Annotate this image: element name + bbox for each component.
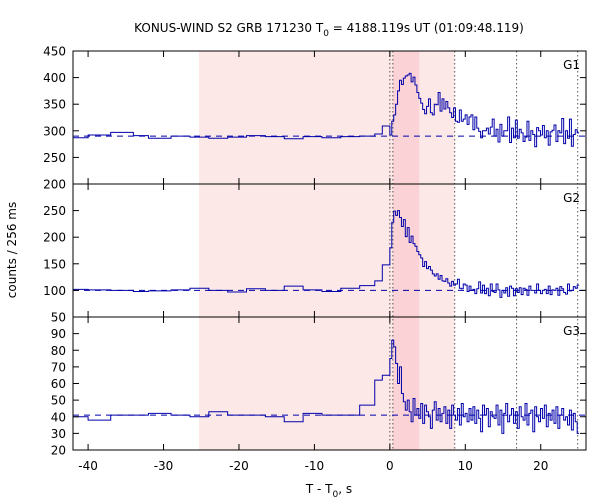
y-tick-label: 90: [51, 327, 66, 341]
chart-title-main: KONUS-WIND S2 GRB 171230 T: [134, 21, 324, 35]
count-rate-series: [73, 210, 580, 298]
y-tick-label: 50: [51, 394, 66, 408]
x-axis-label: T - T0, s: [305, 482, 352, 500]
count-rate-series: [73, 72, 580, 148]
panel-label-g3: G3: [563, 324, 580, 338]
panel-g3: 20 30 40 50 60 70 80 90 G3: [51, 316, 587, 458]
count-rate-series: [73, 339, 580, 434]
y-tick-label: 50: [51, 311, 66, 325]
panel-label-g1: G1: [563, 58, 580, 72]
y-tick-label: 100: [43, 284, 66, 298]
x-tick-label: -40: [78, 459, 98, 473]
x-tick-label: 0: [386, 459, 394, 473]
y-tick-label: 450: [43, 45, 66, 59]
y-tick-label: 250: [43, 204, 66, 218]
panel-g2: 50 100 150 200 250 G2: [43, 183, 587, 325]
y-tick-label: 80: [51, 344, 66, 358]
y-tick-label: 30: [51, 427, 66, 441]
y-tick-label: 20: [51, 444, 66, 458]
y-tick-label: 400: [43, 71, 66, 85]
y-tick-label: 350: [43, 98, 66, 112]
chart-title-subscript: 0: [323, 29, 329, 39]
y-tick-label: 300: [43, 124, 66, 138]
panel-label-g2: G2: [563, 191, 580, 205]
x-axis-label-rest: , s: [338, 482, 352, 496]
y-tick-label: 200: [43, 178, 66, 192]
panel-g1: 200 250 300 350 400 450 G1: [43, 45, 587, 192]
x-tick-label: -30: [154, 459, 174, 473]
chart-title-rest: = 4188.119s UT (01:09:48.119): [329, 21, 524, 35]
x-axis-label-subscript: 0: [333, 490, 339, 500]
x-tick-label: -10: [305, 459, 325, 473]
y-tick-label: 150: [43, 257, 66, 271]
plot-area: 200250300350400450G150100150200250G22030…: [43, 45, 587, 473]
y-tick-label: 60: [51, 377, 66, 391]
x-axis-label-main: T - T: [305, 482, 333, 496]
chart-title: KONUS-WIND S2 GRB 171230 T0 = 4188.119s …: [134, 21, 524, 39]
x-tick-label: 10: [458, 459, 473, 473]
x-tick-label: 20: [533, 459, 548, 473]
y-tick-label: 200: [43, 231, 66, 245]
y-tick-label: 70: [51, 360, 66, 374]
y-tick-label: 250: [43, 151, 66, 165]
y-tick-label: 40: [51, 410, 66, 424]
x-tick-label: -20: [229, 459, 249, 473]
y-axis-label: counts / 256 ms: [5, 202, 19, 298]
peak-interval-shade: [392, 51, 420, 450]
